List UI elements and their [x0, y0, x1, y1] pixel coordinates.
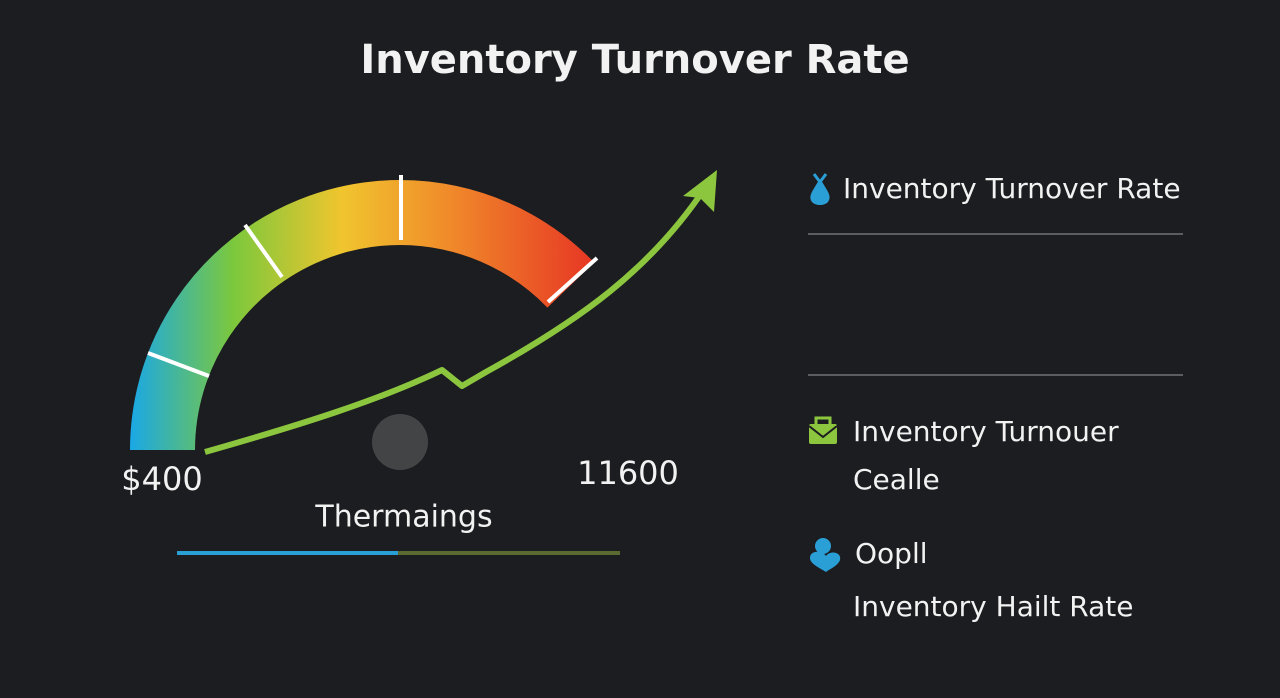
- legend-sublabel: Inventory Hailt Rate: [853, 590, 1134, 623]
- gauge-divider: [243, 223, 284, 279]
- legend-sublabel: Cealle: [853, 463, 940, 496]
- gauge-dividers: [147, 175, 599, 378]
- gauge-caption: Thermaings: [314, 500, 492, 535]
- legend-icon: [810, 173, 830, 205]
- gauge-max-label: 11600: [577, 454, 679, 492]
- gauge-arc: [130, 180, 595, 451]
- gauge-divider: [147, 351, 210, 378]
- legend-icon: [808, 416, 838, 444]
- gauge-hub: [372, 414, 428, 470]
- arrow-head: [683, 170, 717, 212]
- gauge-min-label: $400: [121, 460, 202, 498]
- trend-arrow: [204, 186, 708, 455]
- title: Inventory Turnover Rate: [360, 37, 909, 83]
- gauge-divider: [546, 256, 599, 304]
- legend-label: Inventory Turnover Rate: [843, 172, 1181, 205]
- legend-label: Oopll: [855, 537, 928, 570]
- legend-icon: [810, 538, 841, 572]
- legend-label: Inventory Turnouer: [853, 415, 1119, 448]
